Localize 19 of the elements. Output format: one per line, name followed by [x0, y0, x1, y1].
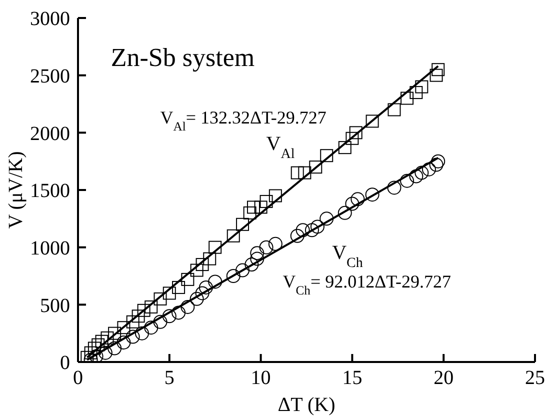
annotation: V$_{Ch}$= 92.012ΔT-29.727: [282, 271, 452, 298]
x-tick-label: 5: [164, 367, 174, 390]
x-tick-label: 25: [525, 367, 545, 390]
x-tick-label: 15: [342, 367, 362, 390]
y-axis-title: V (μV/K): [5, 151, 27, 229]
x-axis-title: ΔT (K): [278, 394, 336, 416]
y-tick-label: 2000: [30, 122, 70, 145]
series-label: V$_{Al}$: [266, 132, 295, 162]
series-label: V$_{Ch}$: [332, 242, 363, 270]
y-tick-label: 500: [40, 294, 70, 317]
y-tick-label: 1000: [30, 237, 70, 260]
x-tick-label: 20: [434, 367, 454, 390]
y-tick-label: 1500: [30, 180, 70, 202]
y-tick-label: 3000: [30, 8, 70, 30]
annotation: V$_{Al}$= 132.32ΔT-29.727: [160, 107, 326, 134]
x-tick-label: 10: [250, 367, 271, 390]
text: Zn-Sb system: [110, 43, 255, 72]
y-tick-label: 0: [60, 352, 70, 374]
y-tick-label: 2500: [30, 65, 70, 88]
